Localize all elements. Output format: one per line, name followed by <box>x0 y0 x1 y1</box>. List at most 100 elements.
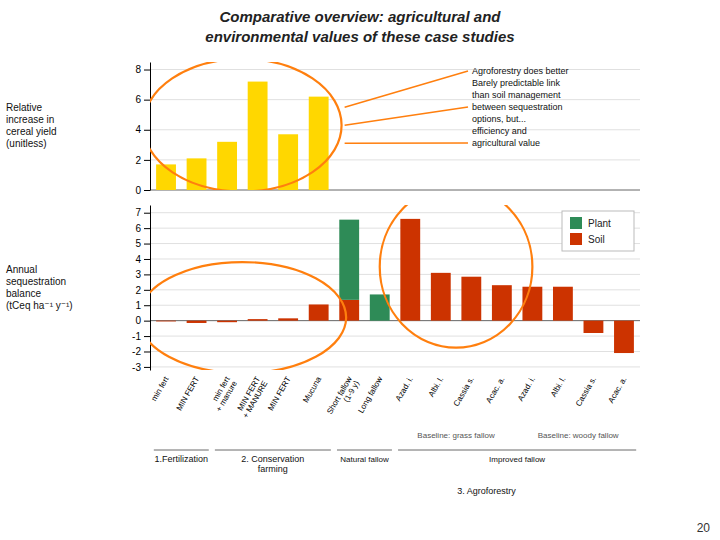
y-tick-label: -1 <box>132 331 141 342</box>
page-number: 20 <box>697 521 711 535</box>
y-tick-mark <box>144 305 150 306</box>
baseline-label: Baseline: woody fallow <box>538 431 619 440</box>
text-line: efficiency and <box>472 126 527 136</box>
text-line: (1-9 y) <box>342 379 362 404</box>
legend-swatch <box>570 233 582 245</box>
y-tick-label: 1 <box>135 300 141 311</box>
y-tick: 7 <box>135 207 150 218</box>
bar <box>492 285 512 286</box>
text-line: Azad. i. <box>394 375 415 403</box>
x-tick: Mucuna <box>301 375 323 405</box>
group-label: Natural fallow <box>340 455 389 464</box>
text-line: Improved fallow <box>489 455 545 464</box>
text-line: between sequestration <box>472 102 563 112</box>
y-tick-label: 4 <box>135 254 141 265</box>
text-line: Relative <box>6 102 43 113</box>
highlight <box>150 262 346 370</box>
bar <box>431 273 451 321</box>
x-tick-label: MIN FERT+ MANURE <box>234 375 270 420</box>
x-tick-label: Acac. a. <box>484 375 506 405</box>
chart-title: Comparative overview: agricultural anden… <box>205 8 514 45</box>
connector <box>345 71 468 107</box>
bar <box>248 319 268 321</box>
y-tick-mark <box>144 274 150 275</box>
y-tick-mark <box>144 190 150 191</box>
y-tick-mark <box>144 70 150 71</box>
group-underline <box>154 450 209 451</box>
x-tick-label: Albi. l. <box>549 375 568 398</box>
text-line: (tCeq ha⁻¹ y⁻¹) <box>6 300 73 311</box>
bar <box>248 82 268 190</box>
text-line: increase in <box>6 114 54 125</box>
y-tick-mark <box>144 336 150 337</box>
y-tick: 6 <box>135 223 150 234</box>
x-tick-label: min fert+ manure <box>207 374 239 413</box>
bar <box>187 320 207 321</box>
text-line: agricultural value <box>472 138 540 148</box>
y-tick-mark <box>144 351 150 352</box>
text-line: 3. Agroforestry <box>457 486 516 496</box>
y-tick-mark <box>144 130 150 131</box>
highlight-ellipse <box>380 205 533 348</box>
text-line: + MANURE <box>241 379 270 419</box>
x-tick: Short fallow(1-9 y) <box>325 375 361 420</box>
x-axis: min fertMIN FERTmin fert+ manureMIN FERT… <box>150 374 629 420</box>
text-line: Agroforestry does better <box>472 66 569 76</box>
annotation: Agroforestry does betterBarely predictab… <box>472 66 569 148</box>
x-tick-label: Cassia s. <box>452 375 476 408</box>
group-underline <box>337 450 392 451</box>
x-tick: Cassia s. <box>574 375 598 408</box>
x-tick: MIN FERT+ MANURE <box>234 375 270 420</box>
y-tick-label: 0 <box>135 315 141 326</box>
y-tick: 4 <box>135 254 150 265</box>
legend: Plant Soil <box>562 211 634 251</box>
grid-line <box>150 274 640 275</box>
x-tick: Azad. i. <box>394 375 415 403</box>
bars-0 <box>339 220 389 321</box>
text-line: cereal yield <box>6 126 57 137</box>
connector <box>345 107 468 125</box>
y-tick-label: 3 <box>135 269 141 280</box>
x-tick: Albi. l. <box>427 375 446 398</box>
y-tick-mark <box>144 259 150 260</box>
legend-item: Soil <box>570 233 605 245</box>
y-tick: 3 <box>135 269 150 280</box>
y-tick-label: -2 <box>132 346 141 357</box>
x-tick: MIN FERT <box>266 375 293 412</box>
text-line: Comparative overview: agricultural and <box>220 8 502 25</box>
y-tick: 6 <box>135 94 150 105</box>
group-label: 1.Fertilization <box>155 454 209 464</box>
bar <box>156 320 176 321</box>
bar <box>217 321 237 323</box>
text-line: min fert <box>150 374 172 402</box>
legend-label: Soil <box>588 234 605 245</box>
x-tick-label: MIN FERT <box>175 375 202 412</box>
bar <box>278 318 298 320</box>
x-tick-label: Mucuna <box>301 375 323 405</box>
x-tick-label: Azad. i. <box>516 375 537 403</box>
highlight <box>150 62 342 190</box>
x-tick-label: Albi. l. <box>427 375 446 398</box>
grid-line <box>150 129 640 130</box>
y-tick: -3 <box>132 362 150 373</box>
y-tick-label: 4 <box>135 124 141 135</box>
y-axis: 02468 <box>135 63 150 196</box>
grid <box>150 70 640 190</box>
text-line: MIN FERT <box>175 375 202 412</box>
y-tick: 2 <box>135 285 150 296</box>
y-tick-label: 2 <box>135 285 141 296</box>
bar <box>187 321 207 323</box>
text-line: than soil management <box>472 90 561 100</box>
group-underline <box>398 450 636 451</box>
chart-svg: Comparative overview: agricultural anden… <box>0 0 720 540</box>
group-labels: 1.Fertilization2. ConservationfarmingNat… <box>154 431 636 496</box>
y-tick-label: 7 <box>135 207 141 218</box>
highlight-ellipse <box>150 262 346 370</box>
y-tick: -2 <box>132 346 150 357</box>
bar <box>400 219 420 321</box>
x-tick-label: Acac. a. <box>606 375 628 405</box>
x-tick: Cassia s. <box>452 375 476 408</box>
x-tick: min fert+ manure <box>207 374 239 413</box>
baseline-label: Baseline: grass fallow <box>417 431 495 440</box>
legend-label: Plant <box>588 218 611 229</box>
